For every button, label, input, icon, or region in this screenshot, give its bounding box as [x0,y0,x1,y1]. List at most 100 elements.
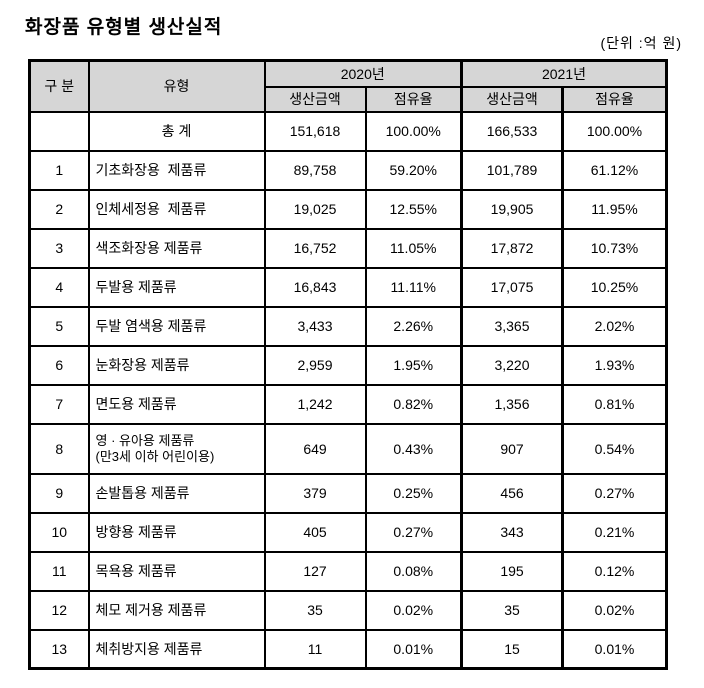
share-2020-cell: 0.01% [364,628,463,670]
table-row: 5 두발 염색용 제품류 3,433 2.26% 3,365 2.02% [28,305,668,347]
row-no-cell: 6 [28,344,90,386]
header-amount-2021: 생산금액 [460,85,564,113]
share-2021-cell: 0.81% [561,383,668,425]
table-row: 12 체모 제거용 제품류 35 0.02% 35 0.02% [28,589,668,631]
amount-2020-cell: 1,242 [263,383,367,425]
row-no-cell: 11 [28,550,90,592]
row-no-cell: 9 [28,472,90,514]
amount-2021-cell: 907 [460,422,564,475]
page-title: 화장품 유형별 생산실적 [25,17,223,38]
share-2021-cell: 0.02% [561,589,668,631]
amount-2021-cell: 3,365 [460,305,564,347]
share-2020-cell: 11.11% [364,266,463,308]
type-cell: 인체세정용 제품류 [87,188,266,230]
type-label: 두발 염색용 제품류 [95,318,207,334]
share-2020-cell: 0.43% [364,422,463,475]
share-2020-cell: 59.20% [364,149,463,191]
amount-2021-cell: 195 [460,550,564,592]
header-year-2021: 2021년 [460,59,668,88]
amount-2020-cell: 3,433 [263,305,367,347]
table-row: 7 면도용 제품류 1,242 0.82% 1,356 0.81% [28,383,668,425]
row-no-cell: 12 [28,589,90,631]
amount-2021-cell: 17,075 [460,266,564,308]
type-label: 영 · 유아용 제품류 [95,432,195,448]
row-no-cell: 2 [28,188,90,230]
type-cell: 방향용 제품류 [87,511,266,553]
header-row-metrics: 생산금액 점유율 생산금액 점유율 [30,85,668,113]
amount-2020-cell: 2,959 [263,344,367,386]
row-no-cell: 3 [28,227,90,269]
table-row: 3 색조화장용 제품류 16,752 11.05% 17,872 10.73% [28,227,668,269]
amount-2020-cell: 379 [263,472,367,514]
amount-2021-cell: 343 [460,511,564,553]
type-label-sub: (만3세 이하 어린이용) [95,448,215,464]
table-row: 13 체취방지용 제품류 11 0.01% 15 0.01% [28,628,668,670]
share-2020-cell: 0.02% [364,589,463,631]
share-2021-cell: 0.21% [561,511,668,553]
share-2021-cell: 2.02% [561,305,668,347]
amount-2021-cell: 17,872 [460,227,564,269]
amount-2021-cell: 1,356 [460,383,564,425]
type-label: 색조화장용 제품류 [95,240,203,256]
share-2020-cell: 12.55% [364,188,463,230]
type-cell: 면도용 제품류 [87,383,266,425]
row-no-cell: 1 [28,149,90,191]
row-no-cell [28,110,90,152]
type-cell: 손발톱용 제품류 [87,472,266,514]
share-2021-cell: 10.73% [561,227,668,269]
type-cell: 두발용 제품류 [87,266,266,308]
amount-2021-cell: 166,533 [460,110,564,152]
amount-2021-cell: 19,905 [460,188,564,230]
amount-2020-cell: 35 [263,589,367,631]
amount-2020-cell: 151,618 [263,110,367,152]
share-2020-cell: 0.82% [364,383,463,425]
amount-2020-cell: 89,758 [263,149,367,191]
row-no-cell: 4 [28,266,90,308]
type-label: 인체세정용 제품류 [95,201,207,217]
type-label: 면도용 제품류 [95,396,177,412]
row-no-cell: 8 [28,422,90,475]
share-2020-cell: 0.27% [364,511,463,553]
type-cell: 눈화장용 제품류 [87,344,266,386]
row-no-cell: 7 [28,383,90,425]
share-2020-cell: 100.00% [364,110,463,152]
share-2021-cell: 0.12% [561,550,668,592]
type-cell: 총 계 [87,110,266,152]
type-cell: 체모 제거용 제품류 [87,589,266,631]
type-cell: 두발 염색용 제품류 [87,305,266,347]
share-2021-cell: 10.25% [561,266,668,308]
share-2021-cell: 11.95% [561,188,668,230]
total-row: 총 계 151,618 100.00% 166,533 100.00% [28,110,668,152]
type-label: 손발톱용 제품류 [95,485,190,501]
share-2020-cell: 11.05% [364,227,463,269]
header-share-2021: 점유율 [561,85,668,113]
amount-2021-cell: 3,220 [460,344,564,386]
type-label: 방향용 제품류 [95,524,177,540]
type-cell: 색조화장용 제품류 [87,227,266,269]
share-2020-cell: 1.95% [364,344,463,386]
share-2021-cell: 0.01% [561,628,668,670]
header-amount-2020: 생산금액 [263,85,367,113]
row-no-cell: 13 [28,628,90,670]
type-label: 눈화장용 제품류 [95,357,190,373]
type-label: 두발용 제품류 [95,279,177,295]
type-label: 목욕용 제품류 [95,563,177,579]
header-type: 유형 [87,59,266,113]
type-cell: 영 · 유아용 제품류 (만3세 이하 어린이용) [87,422,266,475]
share-2021-cell: 61.12% [561,149,668,191]
type-label: 체취방지용 제품류 [95,640,203,657]
amount-2021-cell: 35 [460,589,564,631]
header-year-2020: 2020년 [263,59,463,88]
share-2020-cell: 0.25% [364,472,463,514]
production-table: 구 분 유형 2020년 2021년 생산금액 점유율 생산금액 점유율 총 계… [28,59,668,670]
type-label: 기초화장용 제품류 [95,162,207,178]
amount-2020-cell: 16,752 [263,227,367,269]
header-category: 구 분 [28,59,90,113]
amount-2020-cell: 405 [263,511,367,553]
type-cell: 목욕용 제품류 [87,550,266,592]
header-row-years: 구 분 유형 2020년 2021년 [28,59,668,113]
table-row: 11 목욕용 제품류 127 0.08% 195 0.12% [28,550,668,592]
share-2021-cell: 0.54% [561,422,668,475]
amount-2021-cell: 15 [460,628,564,670]
